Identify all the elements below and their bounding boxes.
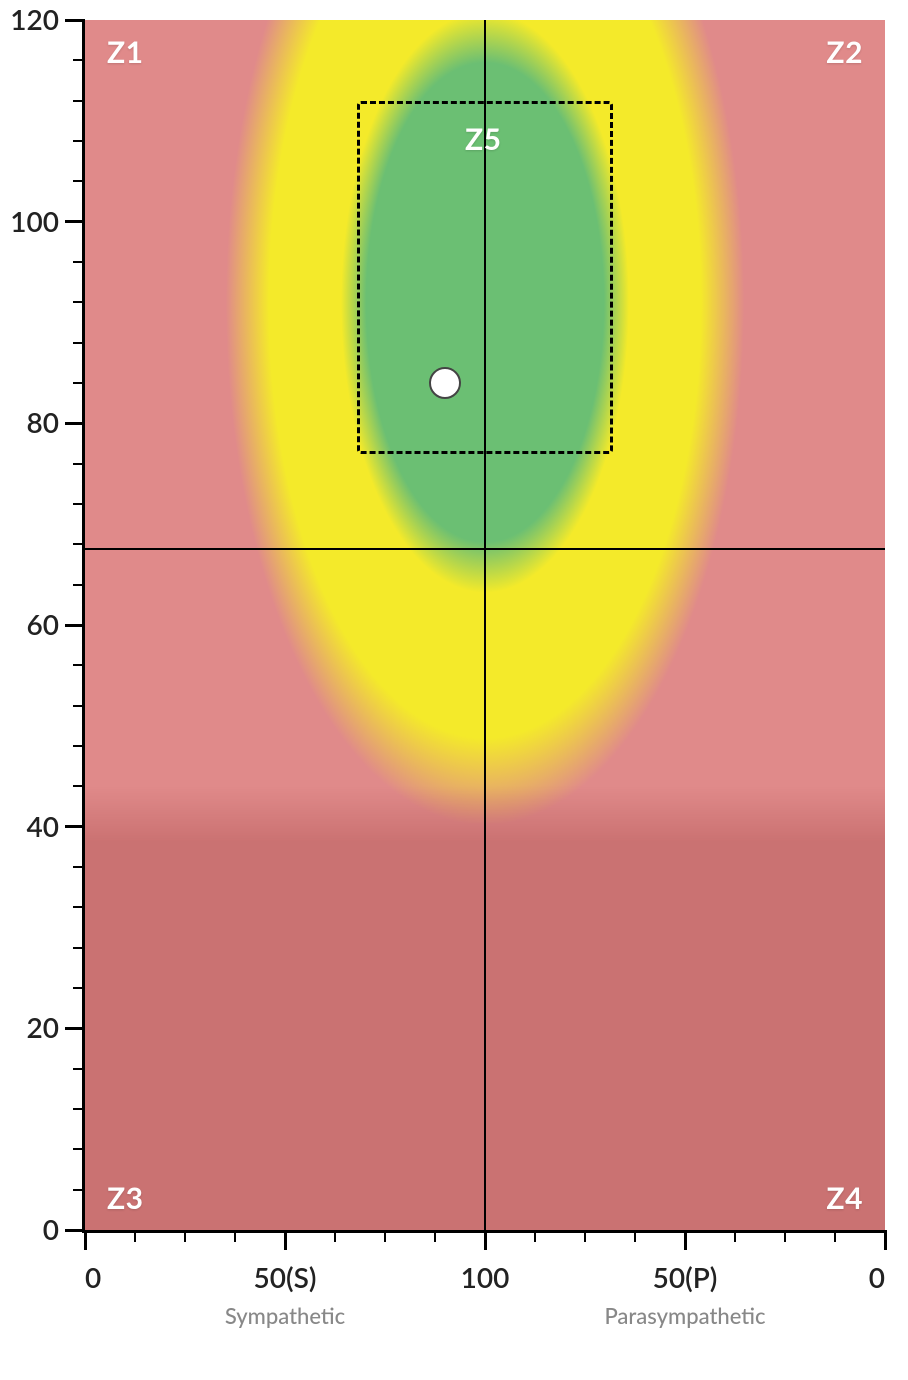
x-tick-minor xyxy=(184,1230,186,1242)
x-tick-minor xyxy=(534,1230,536,1242)
x-tick-major xyxy=(884,1230,887,1250)
y-tick-label: 0 xyxy=(43,1212,59,1246)
x-tick-minor xyxy=(834,1230,836,1242)
y-tick-minor xyxy=(73,100,85,102)
x-tick-minor xyxy=(784,1230,786,1242)
y-tick-minor xyxy=(73,664,85,666)
y-tick-minor xyxy=(73,503,85,505)
y-tick-minor xyxy=(73,140,85,142)
y-tick-minor xyxy=(73,947,85,949)
y-tick-minor xyxy=(73,1148,85,1150)
y-tick-label: 60 xyxy=(27,607,59,641)
y-tick-minor xyxy=(73,785,85,787)
x-tick-minor xyxy=(584,1230,586,1242)
y-tick-minor xyxy=(73,866,85,868)
x-tick-major xyxy=(84,1230,87,1250)
y-tick-minor xyxy=(73,180,85,182)
x-tick-minor xyxy=(434,1230,436,1242)
y-tick-major xyxy=(65,624,85,627)
y-tick-minor xyxy=(73,463,85,465)
x-tick-minor xyxy=(334,1230,336,1242)
x-sublabel-sympathetic: Sympathetic xyxy=(225,1302,345,1329)
x-tick-label: 0 xyxy=(85,1260,101,1294)
y-tick-label: 40 xyxy=(27,809,59,843)
x-tick-label: 100 xyxy=(461,1260,510,1294)
x-tick-minor xyxy=(234,1230,236,1242)
x-tick-label: 50(S) xyxy=(254,1260,317,1294)
x-tick-label: 0 xyxy=(869,1260,885,1294)
y-tick-minor xyxy=(73,261,85,263)
y-tick-label: 120 xyxy=(10,2,59,36)
horizontal-crosshair xyxy=(85,548,885,550)
zone-label-z2: Z2 xyxy=(826,34,863,70)
plot-area: Z1 Z2 Z3 Z4 Z5 xyxy=(85,20,885,1230)
y-tick-label: 100 xyxy=(10,204,59,238)
x-tick-minor xyxy=(134,1230,136,1242)
x-tick-major xyxy=(484,1230,487,1250)
y-tick-minor xyxy=(73,584,85,586)
zone-label-z5: Z5 xyxy=(465,121,502,157)
y-tick-minor xyxy=(73,342,85,344)
zone-label-z3: Z3 xyxy=(107,1180,144,1216)
chart-stage: Z1 Z2 Z3 Z4 Z5 0 20 40 60 80 100 120 0 50(S) 100 5… xyxy=(0,0,908,1380)
y-tick-label: 20 xyxy=(27,1010,59,1044)
y-tick-minor xyxy=(73,301,85,303)
y-tick-minor xyxy=(73,1108,85,1110)
y-tick-minor xyxy=(73,906,85,908)
x-tick-minor xyxy=(734,1230,736,1242)
x-tick-minor xyxy=(384,1230,386,1242)
y-tick-minor xyxy=(73,745,85,747)
x-tick-label: 50(P) xyxy=(653,1260,718,1294)
x-tick-minor xyxy=(634,1230,636,1242)
x-tick-major xyxy=(284,1230,287,1250)
y-tick-minor xyxy=(73,987,85,989)
y-tick-major xyxy=(65,825,85,828)
y-tick-minor xyxy=(73,1189,85,1191)
y-tick-label: 80 xyxy=(27,405,59,439)
y-tick-major xyxy=(65,19,85,22)
y-tick-major xyxy=(65,422,85,425)
zone-label-z4: Z4 xyxy=(826,1180,863,1216)
zone-label-z1: Z1 xyxy=(107,34,144,70)
y-tick-major xyxy=(65,1229,85,1232)
y-tick-minor xyxy=(73,705,85,707)
x-sublabel-parasympathetic: Parasympathetic xyxy=(604,1302,765,1329)
y-tick-major xyxy=(65,1027,85,1030)
y-tick-major xyxy=(65,220,85,223)
y-tick-minor xyxy=(73,59,85,61)
y-tick-minor xyxy=(73,382,85,384)
y-tick-minor xyxy=(73,543,85,545)
data-marker xyxy=(429,367,461,399)
y-tick-minor xyxy=(73,1068,85,1070)
x-tick-major xyxy=(684,1230,687,1250)
